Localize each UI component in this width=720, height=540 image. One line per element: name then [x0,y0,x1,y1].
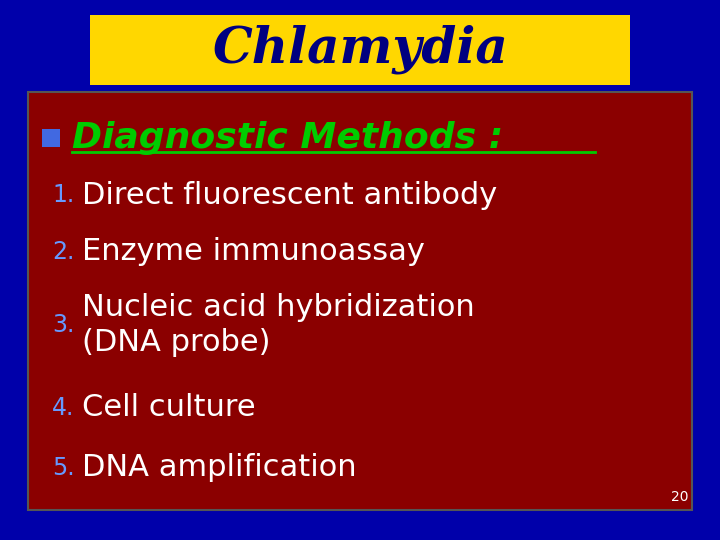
Text: Cell culture: Cell culture [82,394,256,422]
Text: 2.: 2. [52,240,74,264]
Text: Nucleic acid hybridization
(DNA probe): Nucleic acid hybridization (DNA probe) [82,293,474,357]
Text: Diagnostic Methods :: Diagnostic Methods : [72,121,503,155]
Text: DNA amplification: DNA amplification [82,454,356,483]
Text: 3.: 3. [52,313,74,337]
Text: Chlamydia: Chlamydia [212,24,508,74]
Text: Enzyme immunoassay: Enzyme immunoassay [82,238,425,267]
FancyBboxPatch shape [28,92,692,510]
Text: Direct fluorescent antibody: Direct fluorescent antibody [82,180,498,210]
Text: 1.: 1. [52,183,74,207]
Text: 4.: 4. [52,396,74,420]
Bar [42,129,60,147]
FancyBboxPatch shape [90,15,630,85]
Text: 20: 20 [670,490,688,504]
Text: 5.: 5. [52,456,75,480]
